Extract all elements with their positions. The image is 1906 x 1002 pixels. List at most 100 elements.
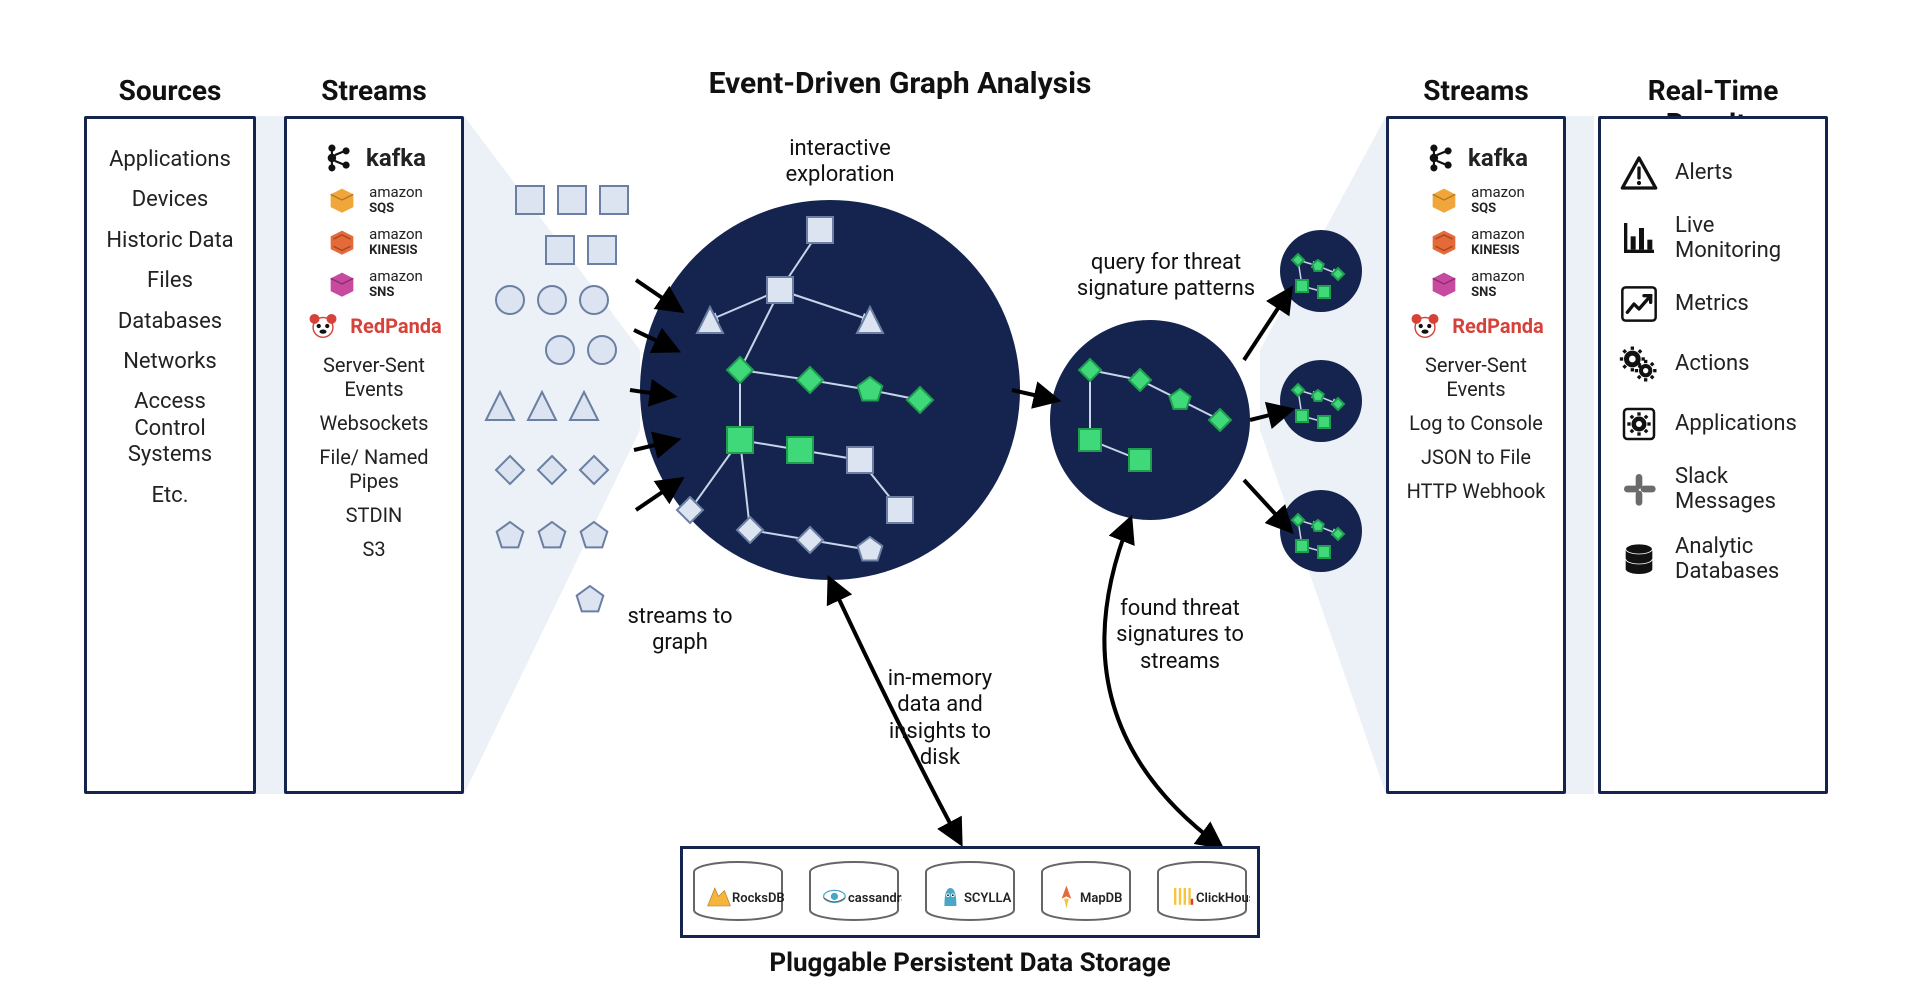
stream-logo-label: kafka <box>1468 144 1528 172</box>
sources-item: Devices <box>97 187 243 213</box>
storage-cylinder-icon: SCYLLA <box>922 860 1018 924</box>
results-item-label: Live Monitoring <box>1675 213 1815 264</box>
results-item-label: Metrics <box>1675 291 1749 316</box>
stream-logo-label: amazonSNS <box>369 269 423 299</box>
stream-logo-redpanda: RedPanda <box>297 309 451 343</box>
aws-kinesis-icon <box>325 225 359 259</box>
bars-icon <box>1619 218 1659 258</box>
sources-item: Databases <box>97 309 243 335</box>
results-item-db: Analytic Databases <box>1619 534 1815 585</box>
stream-logo-label: amazonKINESIS <box>369 227 423 257</box>
results-item-label: Analytic Databases <box>1675 534 1815 585</box>
aws-sqs-icon <box>1427 183 1461 217</box>
results-item-gear-box: Applications <box>1619 404 1815 444</box>
stream-text-item: Server-Sent Events <box>1399 353 1553 401</box>
stream-logo-redpanda: RedPanda <box>1399 309 1553 343</box>
kafka-icon <box>1424 141 1458 175</box>
storage-panel: RocksDBRocksDB cassandracassandra SCYLLASC… <box>680 846 1260 938</box>
title-storage: Pluggable Persistent Data Storage <box>680 948 1260 978</box>
stream-logo-label: amazonKINESIS <box>1471 227 1525 257</box>
storage-item-clickhouse: ClickHouseClickHouse <box>1154 860 1250 924</box>
stream-logo-label: RedPanda <box>1452 314 1544 338</box>
stream-text-item: STDIN <box>297 503 451 527</box>
caption-interactive: interactive exploration <box>740 136 940 189</box>
streams-in-panel: kafka amazonSQS amazonKINESIS amazonSNS RedP… <box>284 116 464 794</box>
storage-item-rocksdb: RocksDBRocksDB <box>690 860 786 924</box>
sources-item: Etc. <box>97 483 243 509</box>
stream-logo-label: amazonSNS <box>1471 269 1525 299</box>
kafka-icon <box>322 141 356 175</box>
results-item-slack: Slack Messages <box>1619 464 1815 515</box>
stream-text-item: File/ Named Pipes <box>297 445 451 493</box>
storage-item-mapdb: MapDBMapDB <box>1038 860 1134 924</box>
stream-text-item: Server-Sent Events <box>297 353 451 401</box>
sources-panel: Applications Devices Historic Data Files Dat… <box>84 116 256 794</box>
results-item-bars: Live Monitoring <box>1619 213 1815 264</box>
stream-text-item: Websockets <box>297 411 451 435</box>
results-item-trend: Metrics <box>1619 284 1815 324</box>
redpanda-icon <box>1408 309 1442 343</box>
storage-cylinder-icon: cassandra <box>806 860 902 924</box>
title-streams-in: Streams <box>284 74 464 107</box>
stream-logo-label: amazonSQS <box>1471 185 1525 215</box>
stream-logo-sqs: amazonSQS <box>297 183 451 217</box>
redpanda-icon <box>306 309 340 343</box>
stream-logo-label: amazonSQS <box>369 185 423 215</box>
sources-item: Files <box>97 268 243 294</box>
title-sources: Sources <box>84 74 256 107</box>
stream-text-item: HTTP Webhook <box>1399 479 1553 503</box>
caption-in-memory: in-memory data and insights to disk <box>860 666 1020 772</box>
aws-sns-icon <box>325 267 359 301</box>
stream-logo-sqs: amazonSQS <box>1399 183 1553 217</box>
results-item-alert: Alerts <box>1619 153 1815 193</box>
results-panel: Alerts Live Monitoring Metrics Actions Appli… <box>1598 116 1828 794</box>
stream-logo-kafka: kafka <box>1399 141 1553 175</box>
results-item-gears: Actions <box>1619 344 1815 384</box>
aws-sqs-icon <box>325 183 359 217</box>
storage-double-arrow-2 <box>1104 520 1220 846</box>
stream-logo-label: kafka <box>366 144 426 172</box>
stream-logo-kinesis: amazonKINESIS <box>297 225 451 259</box>
diagram-stage: Sources Streams Event-Driven Graph Analy… <box>0 0 1906 1002</box>
caption-streams-to-graph: streams to graph <box>600 604 760 657</box>
stream-logo-sns: amazonSNS <box>1399 267 1553 301</box>
sources-item: Networks <box>97 349 243 375</box>
storage-cylinder-icon: MapDB <box>1038 860 1134 924</box>
sources-item: Historic Data <box>97 228 243 254</box>
stream-logo-label: RedPanda <box>350 314 442 338</box>
stream-text-item: S3 <box>297 537 451 561</box>
title-streams-out: Streams <box>1386 74 1566 107</box>
aws-sns-icon <box>1427 267 1461 301</box>
stream-text-item: Log to Console <box>1399 411 1553 435</box>
db-icon <box>1619 539 1659 579</box>
svg-text:RocksDB: RocksDB <box>732 891 785 906</box>
storage-cylinder-icon: ClickHouse <box>1154 860 1250 924</box>
title-main: Event-Driven Graph Analysis <box>600 66 1200 101</box>
storage-cylinder-icon: RocksDB <box>690 860 786 924</box>
alert-icon <box>1619 153 1659 193</box>
results-item-label: Applications <box>1675 411 1797 436</box>
caption-found-threat: found threat signatures to streams <box>1090 596 1270 675</box>
storage-item-scylla: SCYLLASCYLLA <box>922 860 1018 924</box>
slack-icon <box>1619 469 1659 509</box>
stream-logo-sns: amazonSNS <box>297 267 451 301</box>
svg-text:SCYLLA: SCYLLA <box>964 891 1012 906</box>
svg-text:cassandra: cassandra <box>848 891 902 906</box>
svg-text:ClickHouse: ClickHouse <box>1196 891 1250 906</box>
stream-logo-kinesis: amazonKINESIS <box>1399 225 1553 259</box>
streams-out-panel: kafka amazonSQS amazonKINESIS amazonSNS RedP… <box>1386 116 1566 794</box>
gears-icon <box>1619 344 1659 384</box>
big-graph-circle <box>640 200 1020 580</box>
storage-item-cassandra: cassandracassandra <box>806 860 902 924</box>
svg-text:MapDB: MapDB <box>1080 891 1122 906</box>
stream-logo-kafka: kafka <box>297 141 451 175</box>
stream-text-item: JSON to File <box>1399 445 1553 469</box>
aws-kinesis-icon <box>1427 225 1461 259</box>
results-item-label: Slack Messages <box>1675 464 1815 515</box>
results-item-label: Actions <box>1675 351 1749 376</box>
sources-item: Applications <box>97 147 243 173</box>
results-item-label: Alerts <box>1675 160 1733 185</box>
caption-query-threat: query for threat signature patterns <box>1056 250 1276 303</box>
sources-item: Access Control Systems <box>97 389 243 468</box>
gear-box-icon <box>1619 404 1659 444</box>
